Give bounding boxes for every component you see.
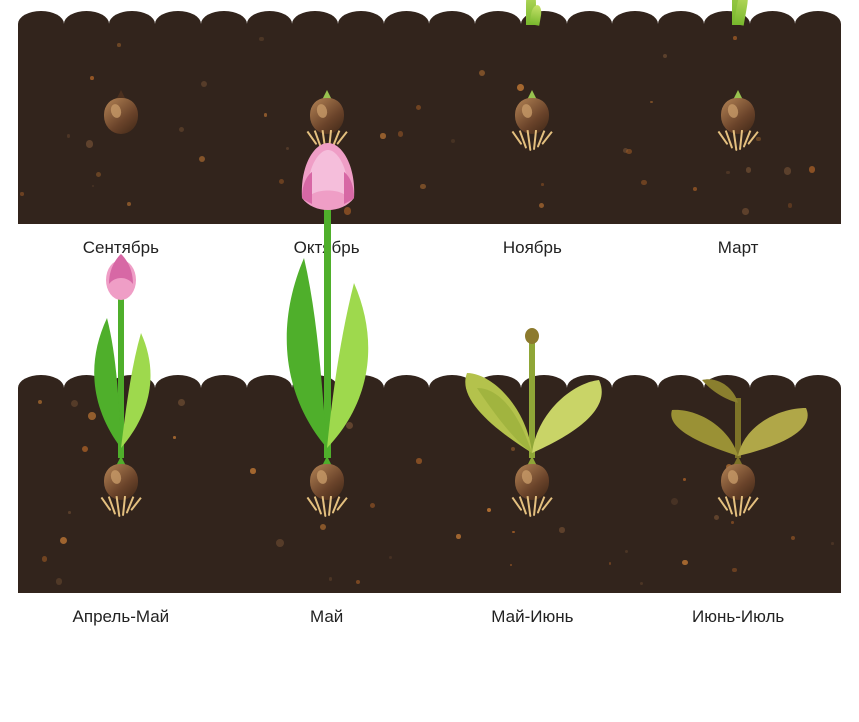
tulip-withered-icon	[648, 308, 828, 458]
label-nov: Ноябрь	[430, 238, 636, 258]
sprout-icon	[517, 0, 547, 25]
stage-mar	[635, 24, 841, 224]
label-may: Май	[224, 607, 430, 627]
stage-cells-top	[18, 24, 841, 224]
tulip-bud-icon	[61, 198, 181, 458]
sprout-icon	[723, 0, 753, 25]
bulb-icon	[101, 458, 141, 502]
lifecycle-row-bottom	[0, 388, 859, 593]
stage-apr-may	[18, 388, 224, 593]
tulip-wilting-icon	[437, 258, 627, 458]
label-mar: Март	[635, 238, 841, 258]
bulb-icon	[512, 458, 552, 502]
tulip-bloom-icon	[252, 128, 402, 458]
bulb-icon	[101, 92, 141, 136]
label-may-jun: Май-Июнь	[430, 607, 636, 627]
bulb-icon	[718, 458, 758, 502]
lifecycle-row-top	[0, 24, 859, 224]
stage-sep	[18, 24, 224, 224]
stage-may-jun	[430, 388, 636, 593]
soil-strip	[18, 388, 841, 593]
labels-bottom: Апрель-Май Май Май-Июнь Июнь-Июль	[0, 607, 859, 627]
stage-cells-bottom	[18, 388, 841, 593]
bulb-icon	[307, 458, 347, 502]
stage-nov	[430, 24, 636, 224]
stage-jun-jul	[635, 388, 841, 593]
soil-strip	[18, 24, 841, 224]
bulb-icon	[512, 92, 552, 136]
label-apr-may: Апрель-Май	[18, 607, 224, 627]
stage-may	[224, 388, 430, 593]
bulb-icon	[718, 92, 758, 136]
label-jun-jul: Июнь-Июль	[635, 607, 841, 627]
